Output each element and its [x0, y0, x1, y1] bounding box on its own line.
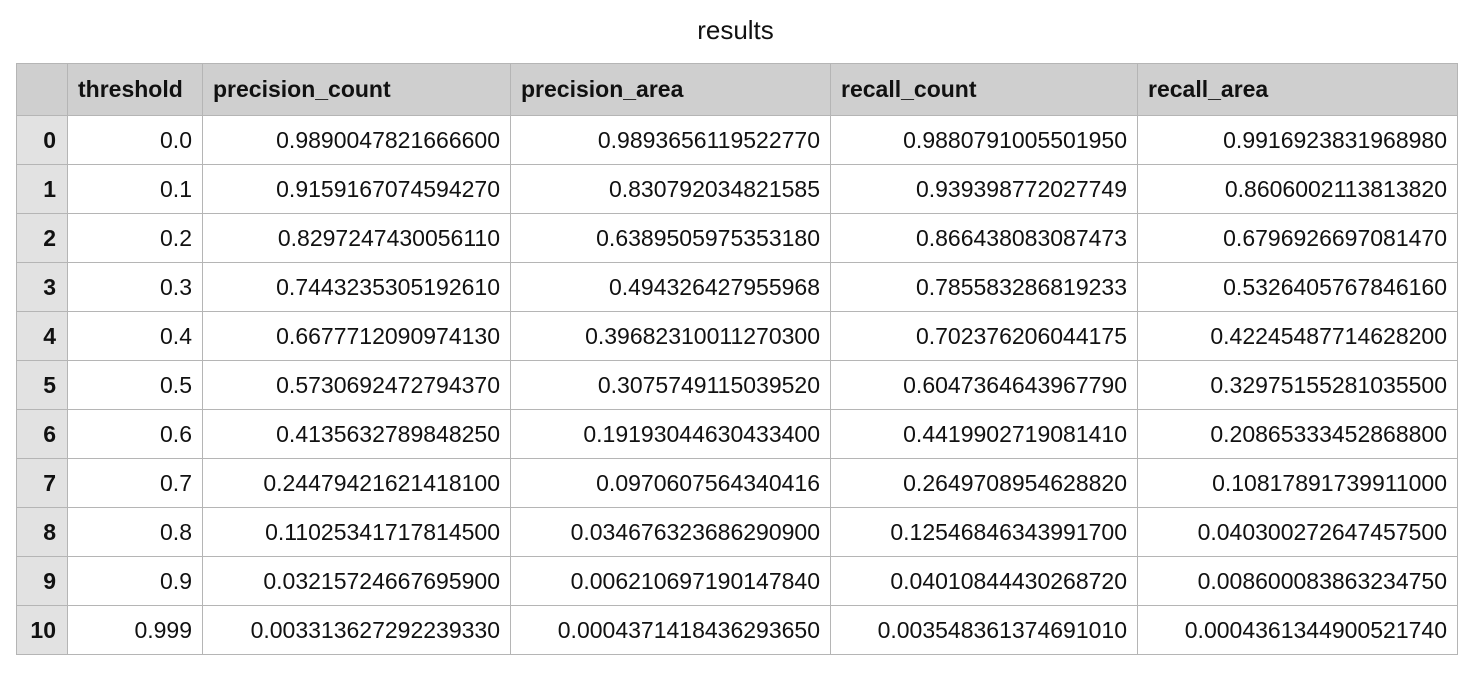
recall-area-cell: 0.0004361344900521740: [1137, 605, 1458, 655]
column-header-recall-count: recall_count: [830, 63, 1138, 116]
row-index: 2: [16, 213, 68, 263]
recall-count-cell: 0.4419902719081410: [830, 409, 1138, 459]
precision-area-cell: 0.006210697190147840: [510, 556, 831, 606]
precision-area-cell: 0.0970607564340416: [510, 458, 831, 508]
threshold-cell: 0.9: [67, 556, 203, 606]
threshold-cell: 0.3: [67, 262, 203, 312]
row-index: 9: [16, 556, 68, 606]
row-index: 7: [16, 458, 68, 508]
recall-count-cell: 0.702376206044175: [830, 311, 1138, 361]
precision-count-cell: 0.24479421621418100: [202, 458, 511, 508]
precision-area-cell: 0.3075749115039520: [510, 360, 831, 410]
table-row: 3 0.3 0.7443235305192610 0.494326427955968 0…: [16, 262, 1458, 312]
table-row: 10 0.999 0.003313627292239330 0.00043714184…: [16, 605, 1458, 655]
recall-count-cell: 0.785583286819233: [830, 262, 1138, 312]
table-row: 1 0.1 0.9159167074594270 0.830792034821585 0…: [16, 164, 1458, 214]
recall-area-cell: 0.9916923831968980: [1137, 115, 1458, 165]
precision-area-cell: 0.830792034821585: [510, 164, 831, 214]
table-row: 9 0.9 0.03215724667695900 0.006210697190147…: [16, 556, 1458, 606]
threshold-cell: 0.1: [67, 164, 203, 214]
results-table: threshold precision_count precision_area…: [16, 63, 1458, 655]
row-index: 3: [16, 262, 68, 312]
precision-count-cell: 0.003313627292239330: [202, 605, 511, 655]
row-index: 6: [16, 409, 68, 459]
recall-count-cell: 0.04010844430268720: [830, 556, 1138, 606]
column-header-precision-area: precision_area: [510, 63, 831, 116]
row-index: 0: [16, 115, 68, 165]
precision-count-cell: 0.8297247430056110: [202, 213, 511, 263]
row-index: 5: [16, 360, 68, 410]
precision-count-cell: 0.9159167074594270: [202, 164, 511, 214]
recall-area-cell: 0.10817891739911000: [1137, 458, 1458, 508]
corner-header-cell: [16, 63, 68, 116]
precision-area-cell: 0.19193044630433400: [510, 409, 831, 459]
table-title: results: [697, 15, 774, 45]
table-row: 8 0.8 0.11025341717814500 0.034676323686290…: [16, 507, 1458, 557]
table-row: 7 0.7 0.24479421621418100 0.097060756434041…: [16, 458, 1458, 508]
column-header-precision-count: precision_count: [202, 63, 511, 116]
threshold-cell: 0.4: [67, 311, 203, 361]
recall-area-cell: 0.6796926697081470: [1137, 213, 1458, 263]
recall-area-cell: 0.8606002113813820: [1137, 164, 1458, 214]
table-body: 0 0.0 0.9890047821666600 0.9893656119522770…: [16, 115, 1458, 655]
recall-area-cell: 0.008600083863234750: [1137, 556, 1458, 606]
threshold-cell: 0.6: [67, 409, 203, 459]
threshold-cell: 0.5: [67, 360, 203, 410]
precision-count-cell: 0.7443235305192610: [202, 262, 511, 312]
header-row: threshold precision_count precision_area…: [16, 63, 1458, 116]
precision-count-cell: 0.4135632789848250: [202, 409, 511, 459]
threshold-cell: 0.8: [67, 507, 203, 557]
column-header-recall-area: recall_area: [1137, 63, 1458, 116]
row-index: 10: [16, 605, 68, 655]
recall-count-cell: 0.2649708954628820: [830, 458, 1138, 508]
precision-count-cell: 0.5730692472794370: [202, 360, 511, 410]
recall-area-cell: 0.040300272647457500: [1137, 507, 1458, 557]
row-index: 8: [16, 507, 68, 557]
table-row: 6 0.6 0.4135632789848250 0.1919304463043340…: [16, 409, 1458, 459]
table-row: 2 0.2 0.8297247430056110 0.6389505975353180…: [16, 213, 1458, 263]
precision-count-cell: 0.9890047821666600: [202, 115, 511, 165]
recall-count-cell: 0.866438083087473: [830, 213, 1138, 263]
row-index: 1: [16, 164, 68, 214]
precision-area-cell: 0.034676323686290900: [510, 507, 831, 557]
table-row: 0 0.0 0.9890047821666600 0.9893656119522770…: [16, 115, 1458, 165]
threshold-cell: 0.0: [67, 115, 203, 165]
precision-count-cell: 0.11025341717814500: [202, 507, 511, 557]
threshold-cell: 0.7: [67, 458, 203, 508]
precision-count-cell: 0.6677712090974130: [202, 311, 511, 361]
threshold-cell: 0.999: [67, 605, 203, 655]
table-row: 5 0.5 0.5730692472794370 0.3075749115039520…: [16, 360, 1458, 410]
recall-count-cell: 0.9880791005501950: [830, 115, 1138, 165]
recall-area-cell: 0.5326405767846160: [1137, 262, 1458, 312]
precision-count-cell: 0.03215724667695900: [202, 556, 511, 606]
precision-area-cell: 0.39682310011270300: [510, 311, 831, 361]
row-index: 4: [16, 311, 68, 361]
recall-area-cell: 0.42245487714628200: [1137, 311, 1458, 361]
precision-area-cell: 0.9893656119522770: [510, 115, 831, 165]
table-row: 4 0.4 0.6677712090974130 0.3968231001127030…: [16, 311, 1458, 361]
recall-count-cell: 0.003548361374691010: [830, 605, 1138, 655]
precision-area-cell: 0.0004371418436293650: [510, 605, 831, 655]
precision-area-cell: 0.6389505975353180: [510, 213, 831, 263]
recall-count-cell: 0.6047364643967790: [830, 360, 1138, 410]
threshold-cell: 0.2: [67, 213, 203, 263]
recall-area-cell: 0.20865333452868800: [1137, 409, 1458, 459]
recall-count-cell: 0.939398772027749: [830, 164, 1138, 214]
recall-count-cell: 0.12546846343991700: [830, 507, 1138, 557]
precision-area-cell: 0.494326427955968: [510, 262, 831, 312]
recall-area-cell: 0.32975155281035500: [1137, 360, 1458, 410]
column-header-threshold: threshold: [67, 63, 203, 116]
